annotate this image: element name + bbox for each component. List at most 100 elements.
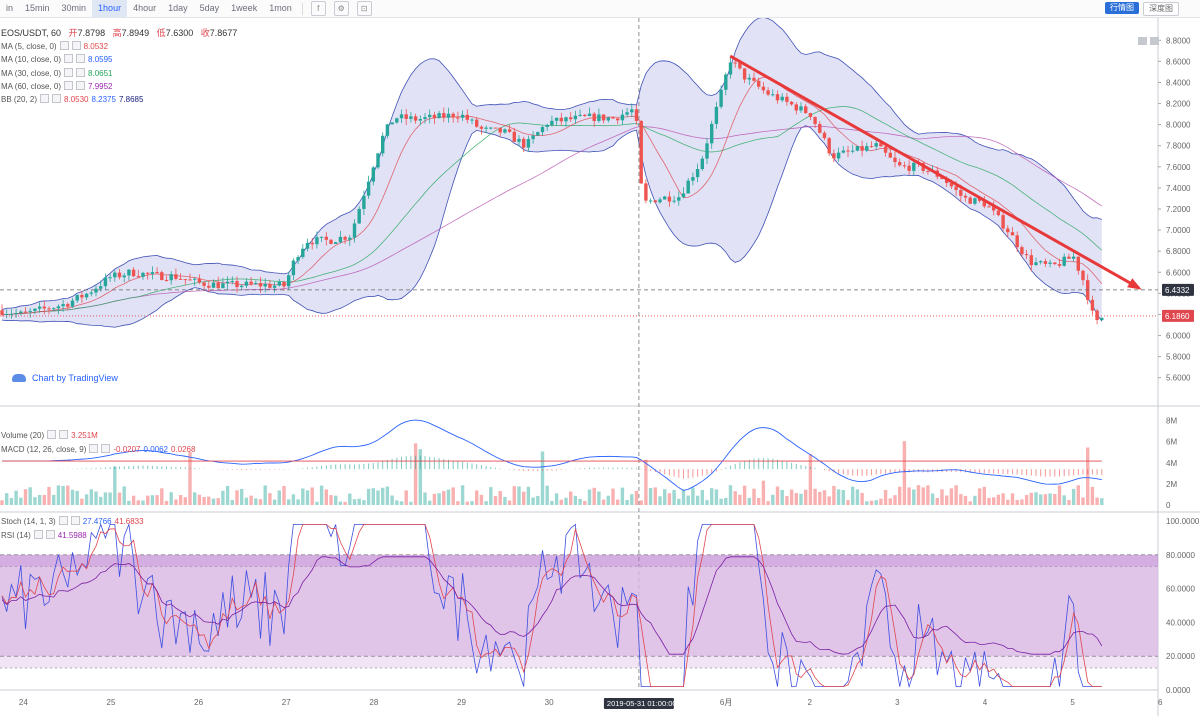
- candle-body: [592, 113, 596, 121]
- timeframe-30min[interactable]: 30min: [61, 3, 87, 13]
- volume-bar: [512, 486, 516, 505]
- remove-indicator-icon[interactable]: [76, 67, 86, 77]
- visibility-toggle-icon[interactable]: [59, 41, 69, 50]
- time-axis-tick: 28: [369, 698, 378, 707]
- remove-indicator-icon[interactable]: [59, 430, 69, 439]
- volume-bar: [945, 495, 949, 505]
- candle-body: [42, 306, 46, 309]
- volume-bar: [644, 459, 648, 505]
- volume-bar: [47, 486, 51, 505]
- time-axis-tick: 2: [808, 698, 813, 707]
- timeframe-1mon[interactable]: 1mon: [269, 3, 292, 13]
- volume-bar: [874, 500, 878, 505]
- candle-body: [775, 94, 780, 101]
- timeframe-1hour[interactable]: 1hour: [92, 0, 128, 17]
- timeframe-1day[interactable]: 1day: [168, 3, 188, 13]
- candle-body: [1024, 254, 1029, 256]
- visibility-toggle-icon[interactable]: [58, 516, 68, 525]
- candle-body: [1100, 317, 1104, 321]
- legend-indicator-4-value: 8.0530: [64, 95, 89, 105]
- candle-body: [987, 206, 991, 208]
- volume-bar: [352, 499, 357, 505]
- volume-bar: [493, 496, 498, 505]
- price-label-bg: [1162, 283, 1194, 296]
- depth-view-button[interactable]: 深度图: [1143, 2, 1179, 16]
- time-axis-tick: 6月: [720, 698, 732, 707]
- indicator-icon[interactable]: f: [310, 1, 326, 16]
- volume-bar: [695, 495, 700, 505]
- timeframe-5day[interactable]: 5day: [199, 3, 220, 13]
- chart-view-button[interactable]: 行情图: [1105, 2, 1139, 14]
- candle-body: [813, 116, 817, 124]
- candle-body: [851, 150, 855, 152]
- volume-bar: [738, 494, 742, 505]
- remove-indicator-icon[interactable]: [45, 530, 55, 539]
- chart-area[interactable]: 8.8000 8.6000 8.4000 8.2000 8.0000 7.8000 7.60…: [0, 18, 1200, 716]
- volume-bar: [216, 498, 220, 505]
- candle-body: [1034, 262, 1038, 266]
- volume-bar: [432, 493, 437, 505]
- volume-bar: [710, 488, 714, 505]
- timeframe-in[interactable]: in: [6, 3, 14, 13]
- volume-bar: [846, 500, 850, 505]
- visibility-toggle-icon[interactable]: [89, 444, 99, 453]
- remove-indicator-icon[interactable]: [71, 41, 81, 50]
- volume-bar: [761, 480, 766, 505]
- volume-bar: [1024, 495, 1029, 505]
- volume-bar: [301, 488, 305, 505]
- volume-bar: [395, 500, 399, 505]
- candle-body: [898, 162, 902, 166]
- tradingview-attribution[interactable]: Chart by TradingView: [12, 373, 118, 383]
- candle-body: [728, 62, 733, 75]
- legend-indicator-1-label: MA (10, close, 0): [1, 55, 62, 65]
- remove-indicator-icon[interactable]: [101, 444, 111, 453]
- visibility-toggle-icon[interactable]: [40, 94, 50, 104]
- candle-body: [1090, 299, 1095, 311]
- timeframe-4hour[interactable]: 4hour: [133, 3, 157, 13]
- volume-bar: [113, 466, 117, 505]
- visibility-toggle-icon[interactable]: [47, 430, 57, 439]
- remove-indicator-icon[interactable]: [76, 80, 86, 90]
- candle-body: [902, 165, 907, 167]
- candle-body: [479, 126, 484, 129]
- volume-bar: [357, 498, 361, 505]
- candle-body: [211, 282, 216, 288]
- legend-indicator-2: MA (30, close, 0) 8.0651: [1, 67, 113, 78]
- candle-body: [893, 157, 897, 163]
- volume-bar: [573, 495, 578, 505]
- price-axis-tick: 8.0000: [1166, 121, 1191, 130]
- candle-body: [366, 181, 371, 196]
- volume-bar: [963, 495, 968, 505]
- visibility-toggle-icon[interactable]: [64, 67, 74, 77]
- settings-icon[interactable]: ⚙: [333, 1, 349, 16]
- timeframe-15min[interactable]: 15min: [25, 3, 50, 13]
- visibility-toggle-icon[interactable]: [64, 54, 74, 64]
- remove-indicator-icon[interactable]: [70, 516, 80, 525]
- candle-body: [1053, 262, 1057, 265]
- volume-bar: [428, 500, 432, 505]
- volume-bar: [564, 497, 568, 505]
- volume-bar: [1081, 497, 1085, 505]
- volume-bar: [592, 487, 596, 505]
- candle-body: [757, 80, 761, 87]
- volume-bar: [653, 487, 657, 505]
- remove-indicator-icon[interactable]: [76, 54, 86, 64]
- remove-indicator-icon[interactable]: [52, 94, 62, 104]
- visibility-toggle-icon[interactable]: [33, 530, 43, 539]
- volume-bar: [700, 489, 704, 505]
- volume-bar: [973, 495, 977, 505]
- volume-bar: [757, 497, 761, 505]
- visibility-toggle-icon[interactable]: [64, 80, 74, 90]
- candle-body: [19, 311, 23, 313]
- timeframe-1week[interactable]: 1week: [231, 3, 258, 13]
- volume-bar: [672, 489, 676, 505]
- price-axis-tick: 8.8000: [1166, 36, 1191, 45]
- fullscreen-icon[interactable]: ⊡: [356, 1, 372, 16]
- candle-body: [559, 117, 563, 122]
- volume-bar: [117, 492, 122, 505]
- legend-macd-label: MACD (12, 26, close, 9): [1, 445, 87, 454]
- volume-bar: [287, 499, 291, 505]
- candle-body: [785, 96, 789, 102]
- volume-bar: [851, 486, 855, 505]
- volume-bar: [1053, 493, 1057, 505]
